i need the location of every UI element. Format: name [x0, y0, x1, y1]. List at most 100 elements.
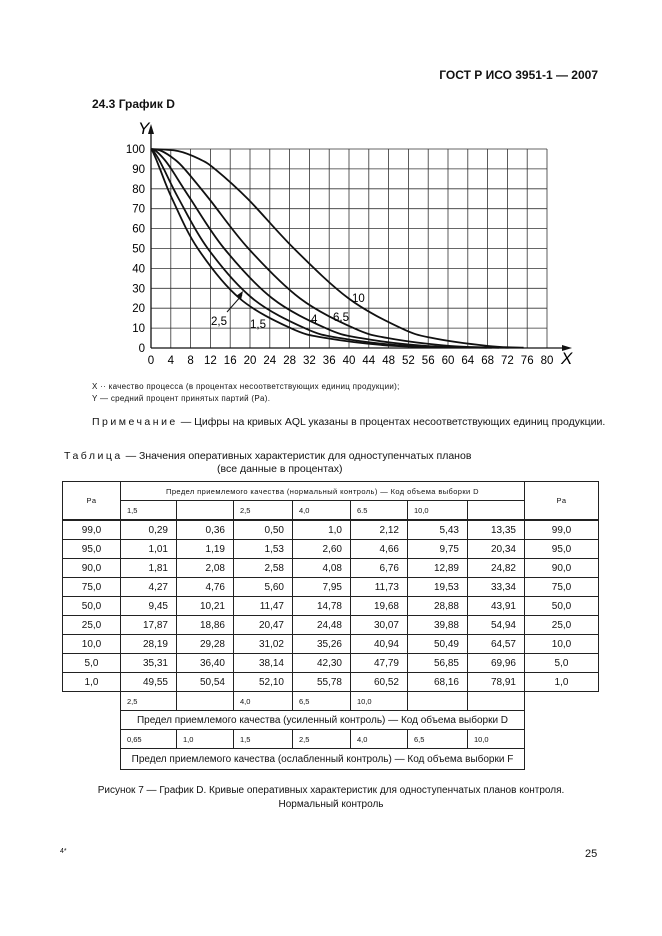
x-tick-label: 72: [501, 355, 514, 367]
value-cell: 11,73: [350, 577, 408, 597]
value-cell: 4,76: [176, 577, 234, 597]
value-cell: 54,94: [467, 615, 525, 635]
note: Примечание — Цифры на кривых AQL указаны…: [92, 416, 605, 428]
x-tick-label: 68: [481, 355, 494, 367]
pa-cell: 25,0: [524, 615, 599, 635]
x-tick-label: 48: [382, 355, 395, 367]
table-caption-line2: (все данные в процентах): [217, 463, 343, 475]
oc-curve-10: [150, 148, 524, 349]
y-tick-label: 50: [132, 244, 145, 256]
value-cell: 30,07: [350, 615, 408, 635]
tightened-aql-cell: 6,5: [292, 691, 351, 711]
value-cell: 35,31: [120, 653, 177, 673]
oc-curve-6-5: [150, 148, 509, 349]
value-cell: 9,45: [120, 596, 177, 616]
pa-cell: 99,0: [524, 519, 599, 540]
value-cell: 4,08: [292, 558, 351, 578]
x-axis-label: X: [560, 349, 573, 368]
value-cell: 1,0: [292, 519, 351, 540]
value-cell: 7,95: [292, 577, 351, 597]
value-cell: 38,14: [233, 653, 293, 673]
value-cell: 1,81: [120, 558, 177, 578]
reduced-aql-cell: 10,0: [467, 729, 525, 749]
normal-aql-row: 1,5 2,5 4,0 6.5 10,0: [63, 500, 599, 521]
pa-header-right: Pa: [524, 481, 599, 521]
y-tick-label: 100: [126, 144, 145, 156]
tightened-aql-row: 2,5 4,0 6,5 10,0: [62, 691, 599, 711]
blank-cell: [63, 711, 121, 730]
value-cell: 29,28: [176, 634, 234, 654]
y-legend: Y — средний процент принятых партий (Pa)…: [92, 394, 271, 403]
normal-control-header: Предел приемлемого качества (нормальный …: [120, 481, 525, 501]
value-cell: 78,91: [467, 672, 525, 692]
x-tick-label: 36: [323, 355, 336, 367]
value-cell: 4,27: [120, 577, 177, 597]
pa-cell: 25,0: [62, 615, 121, 635]
x-legend: X ·· качество процесса (в процентах несо…: [92, 382, 400, 391]
value-cell: 28,19: [120, 634, 177, 654]
value-cell: 0,36: [176, 519, 234, 540]
tightened-aql-cell: [407, 691, 468, 711]
value-cell: 20,47: [233, 615, 293, 635]
value-cell: 17,87: [120, 615, 177, 635]
value-cell: 43,91: [467, 596, 525, 616]
curve-label-10: 10: [352, 293, 365, 305]
value-cell: 52,10: [233, 672, 293, 692]
blank-cell: [525, 749, 599, 770]
table-row: 99,0 0,29 0,36 0,50 1,0 2,12 5,43 13,35 99,0: [62, 519, 599, 540]
x-tick-label: 56: [422, 355, 435, 367]
value-cell: 64,57: [467, 634, 525, 654]
x-tick-label: 76: [521, 355, 534, 367]
value-cell: 0,29: [120, 519, 177, 540]
value-cell: 35,26: [292, 634, 351, 654]
value-cell: 11,47: [233, 596, 293, 616]
reduced-aql-cell: 1,0: [176, 729, 234, 749]
value-cell: 24,48: [292, 615, 351, 635]
pa-cell: 99,0: [62, 519, 121, 540]
table-row: 50,0 9,45 10,21 11,47 14,78 19,68 28,88 43,91 50…: [62, 596, 599, 616]
normal-aql-cell: [467, 500, 525, 521]
value-cell: 1,01: [120, 539, 177, 559]
tightened-aql-cell: 4,0: [233, 691, 293, 711]
x-tick-label: 8: [187, 355, 193, 367]
value-cell: 50,49: [407, 634, 468, 654]
tightened-aql-cell: 2,5: [120, 691, 177, 711]
table-caption-line1: — Значения оперативных характеристик для…: [122, 450, 472, 462]
value-cell: 19,53: [407, 577, 468, 597]
normal-aql-cell: 6.5: [350, 500, 408, 521]
value-cell: 40,94: [350, 634, 408, 654]
reduced-aql-cell: 0,65: [120, 729, 177, 749]
table-row: 75,0 4,27 4,76 5,60 7,95 11,73 19,53 33,34 75,0: [62, 577, 599, 597]
tightened-aql-cell: [467, 691, 525, 711]
pa-cell: 10,0: [524, 634, 599, 654]
y-tick-label: 70: [132, 204, 145, 216]
value-cell: 39,88: [407, 615, 468, 635]
value-cell: 24,82: [467, 558, 525, 578]
reduced-aql-row: 0,65 1,0 1,5 2,5 4,0 6,5 10,0: [63, 729, 599, 749]
oc-chart: 0 4 8 12 16 20 24 28 32 36 40 44 48 52 56 60 64 68 72 76 800…: [126, 119, 573, 368]
x-tick-label: 4: [168, 355, 175, 367]
normal-aql-cell: 10,0: [407, 500, 468, 521]
x-tick-label: 60: [442, 355, 455, 367]
value-cell: 2,08: [176, 558, 234, 578]
curve-label-2-5: 2,5: [211, 316, 227, 328]
table-caption: Таблица — Значения оперативных характери…: [64, 450, 471, 476]
table-header-row: Pa Предел приемлемого качества (нормальны…: [62, 481, 599, 521]
value-cell: 13,35: [467, 519, 525, 540]
blank-cell: [62, 691, 121, 711]
value-cell: 19,68: [350, 596, 408, 616]
normal-aql-cell: [176, 500, 234, 521]
value-cell: 14,78: [292, 596, 351, 616]
table-caption-label: Таблица: [64, 450, 123, 462]
value-cell: 5,60: [233, 577, 293, 597]
reduced-aql-cell: 2,5: [292, 729, 351, 749]
y-tick-label: 40: [132, 263, 145, 275]
x-tick-label: 64: [461, 355, 474, 367]
pa-cell: 50,0: [524, 596, 599, 616]
blank-cell: [525, 730, 599, 749]
reduced-aql-cell: 6,5: [407, 729, 468, 749]
tightened-header-row: Предел приемлемого качества (усиленный к…: [63, 710, 599, 730]
value-cell: 1,19: [176, 539, 234, 559]
value-cell: 0,50: [233, 519, 293, 540]
note-text: — Цифры на кривых AQL указаны в процента…: [177, 416, 606, 428]
